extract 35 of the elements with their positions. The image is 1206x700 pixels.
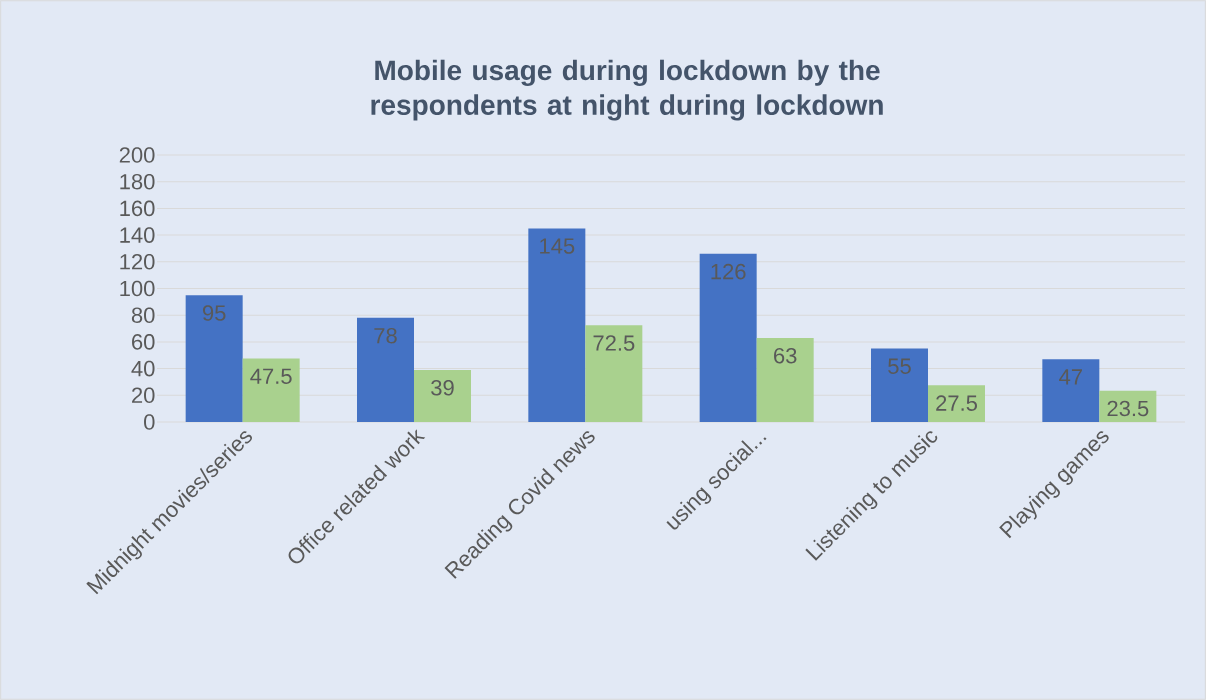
bar xyxy=(414,369,472,422)
bar xyxy=(699,253,757,422)
y-tick-label: 180 xyxy=(120,173,155,190)
data-label: 55 xyxy=(888,358,911,374)
data-label: 47 xyxy=(1059,369,1082,385)
bar xyxy=(928,385,985,422)
y-tick-label: 20 xyxy=(132,387,155,404)
data-label: 145 xyxy=(540,238,575,254)
chart-title: Mobile usage during lockdown by the respondents at night during lockdown xyxy=(371,59,883,121)
data-label: 47.5 xyxy=(250,368,292,384)
bar xyxy=(357,317,414,422)
y-tick-label: 40 xyxy=(131,360,155,377)
y-tick-label: 0 xyxy=(144,414,155,430)
data-label: 78 xyxy=(374,327,397,344)
data-label: 126 xyxy=(711,263,746,280)
data-label: 23.5 xyxy=(1107,400,1149,417)
data-label: 39 xyxy=(431,379,454,396)
y-tick-label: 60 xyxy=(132,334,155,350)
data-label: 63 xyxy=(774,347,797,364)
data-label: 95 xyxy=(202,305,226,321)
bar xyxy=(585,325,643,422)
y-tick-label: 160 xyxy=(120,200,155,217)
y-tick-label: 140 xyxy=(120,227,155,243)
bar xyxy=(871,348,928,422)
bar xyxy=(185,295,243,422)
y-tick-label: 120 xyxy=(120,254,155,270)
y-tick-label: 80 xyxy=(131,307,155,323)
data-label: 72.5 xyxy=(593,335,635,351)
bar xyxy=(242,358,300,422)
data-label: 27.5 xyxy=(936,395,977,411)
y-tick-label: 100 xyxy=(120,280,155,297)
bar xyxy=(1042,359,1100,422)
bar xyxy=(756,337,814,422)
bar xyxy=(528,228,586,422)
y-tick-label: 200 xyxy=(119,147,155,163)
